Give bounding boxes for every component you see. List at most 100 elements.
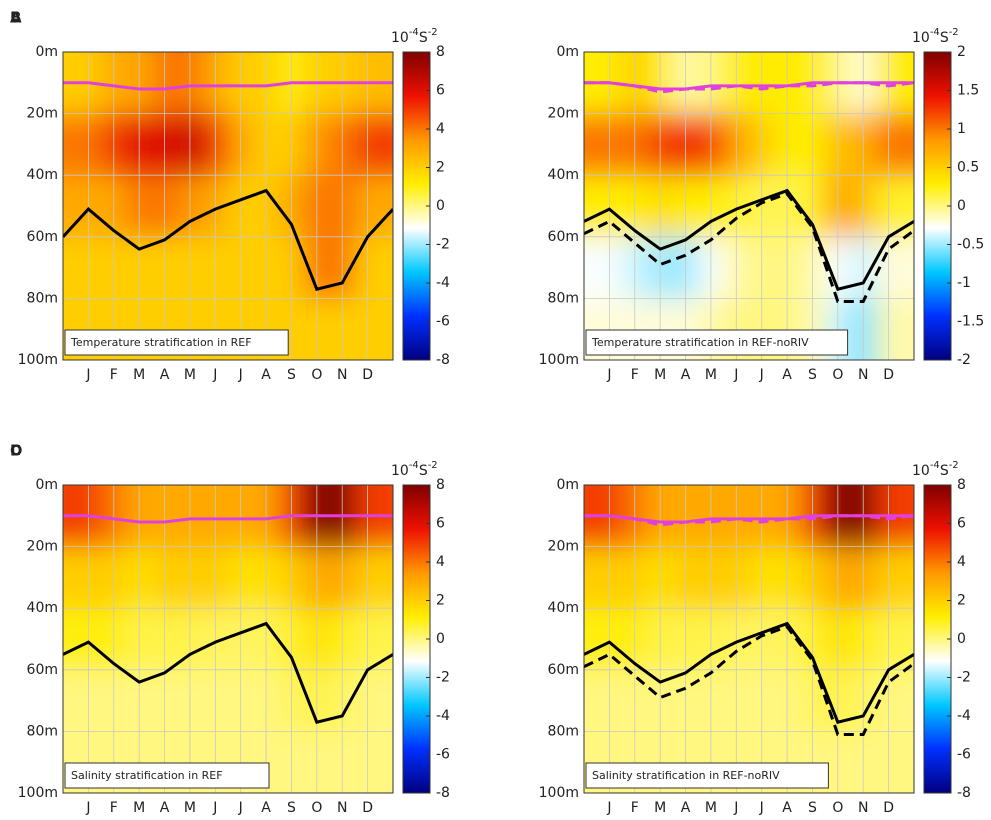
x-tick-label: N xyxy=(858,800,868,816)
x-tick-label: M xyxy=(184,367,196,383)
y-tick-label: 40m xyxy=(27,600,58,616)
profile-line xyxy=(584,81,914,91)
heatmap-cell xyxy=(63,113,102,176)
heatmap xyxy=(584,485,914,793)
unit-part: -2 xyxy=(428,460,438,471)
x-tick-label: S xyxy=(287,367,296,383)
colorbar-tick-label: 6 xyxy=(436,83,445,99)
unit-part: -4 xyxy=(930,27,940,38)
plot-frame xyxy=(583,484,915,794)
x-tick-label: A xyxy=(782,800,792,816)
heatmap-cell xyxy=(584,236,623,299)
colorbar-tick-label: -2 xyxy=(957,670,971,686)
x-tick-label: J xyxy=(759,367,764,383)
colorbar-tick-label: -6 xyxy=(436,314,450,330)
colorbar-unit: 10-4S-2 xyxy=(912,460,959,479)
x-tick-label: A xyxy=(681,367,691,383)
x-tick-label: F xyxy=(110,367,118,383)
heatmap-cell xyxy=(875,546,914,609)
x-tick-label: A xyxy=(261,367,271,383)
profile-line xyxy=(63,81,393,91)
plot-frame xyxy=(62,484,394,794)
colorbar-tick-label: -2 xyxy=(436,237,450,253)
y-tick-label: 20m xyxy=(27,539,58,555)
colorbar-tick-label: 0 xyxy=(957,198,966,214)
colorbar xyxy=(402,484,431,794)
colorbar-tick-label: -6 xyxy=(436,747,450,763)
x-tick-label: M xyxy=(654,800,666,816)
colorbar-unit: 10-4S-2 xyxy=(391,460,438,479)
heatmap-cell xyxy=(584,669,623,732)
panel-letter: B xyxy=(10,9,21,27)
x-tick-label: J xyxy=(606,367,611,383)
x-tick-label: M xyxy=(184,800,196,816)
unit-part: S xyxy=(940,463,949,479)
y-tick-label: 80m xyxy=(27,723,58,739)
x-tick-label: F xyxy=(631,367,639,383)
colorbar-tick-label: 1.5 xyxy=(957,83,979,99)
unit-part: 10 xyxy=(912,463,930,479)
y-tick-label: 40m xyxy=(548,167,579,183)
x-tick-label: J xyxy=(733,367,738,383)
colorbar-tick-label: -8 xyxy=(436,785,450,801)
colorbar-tick-label: 0.5 xyxy=(957,160,979,176)
x-tick-label: D xyxy=(362,800,373,816)
panel-letter: D xyxy=(10,442,22,460)
x-tick-label: J xyxy=(85,800,90,816)
y-tick-label: 100m xyxy=(539,785,579,801)
colorbar xyxy=(402,51,431,361)
x-tick-label: A xyxy=(782,367,792,383)
x-tick-label: A xyxy=(261,800,271,816)
profile-line xyxy=(584,624,914,736)
heatmap-cell xyxy=(63,546,102,609)
x-tick-label: D xyxy=(883,367,894,383)
unit-part: -4 xyxy=(409,27,419,38)
heatmap-cell xyxy=(354,175,393,238)
heatmap-cell xyxy=(63,669,102,732)
colorbar-tick-label: 0 xyxy=(957,631,966,647)
heatmap-cell xyxy=(354,298,393,360)
profile-line xyxy=(63,514,393,524)
y-tick-label: 0m xyxy=(556,44,579,60)
x-tick-label: M xyxy=(654,367,666,383)
colorbar-tick-label: 2 xyxy=(436,160,445,176)
colorbar-tick-label: 0 xyxy=(436,198,445,214)
unit-part: 10 xyxy=(391,30,409,46)
colorbar-tick-label: 4 xyxy=(436,121,445,137)
colorbar-unit: 10-4S-2 xyxy=(391,27,438,46)
annotation: Temperature stratification in REF xyxy=(70,336,252,349)
profile-line xyxy=(584,514,914,524)
y-tick-label: 60m xyxy=(27,662,58,678)
heatmap-field xyxy=(63,485,393,793)
y-tick-label: 100m xyxy=(539,352,579,368)
x-tick-label: F xyxy=(110,800,118,816)
x-tick-label: O xyxy=(311,800,322,816)
heatmap-cell xyxy=(875,113,914,176)
colorbar-tick-label: -2 xyxy=(957,352,971,368)
profile-line xyxy=(63,188,393,291)
colorbar-unit: 10-4S-2 xyxy=(912,27,959,46)
x-tick-label: S xyxy=(808,367,817,383)
heatmap-cell xyxy=(354,546,393,609)
unit-part: -2 xyxy=(428,27,438,38)
colorbar xyxy=(923,51,952,361)
y-tick-label: 80m xyxy=(548,290,579,306)
unit-part: S xyxy=(419,463,428,479)
colorbar-tick-label: 8 xyxy=(436,477,445,493)
x-tick-label: S xyxy=(808,800,817,816)
x-tick-label: O xyxy=(311,367,322,383)
unit-part: 10 xyxy=(391,463,409,479)
heatmap-cell xyxy=(63,175,102,238)
y-tick-label: 60m xyxy=(548,662,579,678)
x-tick-label: N xyxy=(337,367,347,383)
heatmap-cell xyxy=(63,52,102,115)
x-tick-label: J xyxy=(733,800,738,816)
y-tick-label: 0m xyxy=(35,44,58,60)
y-tick-label: 60m xyxy=(548,229,579,245)
x-tick-label: D xyxy=(362,367,373,383)
colorbar-tick-label: 2 xyxy=(436,593,445,609)
heatmap-cell xyxy=(875,298,914,360)
